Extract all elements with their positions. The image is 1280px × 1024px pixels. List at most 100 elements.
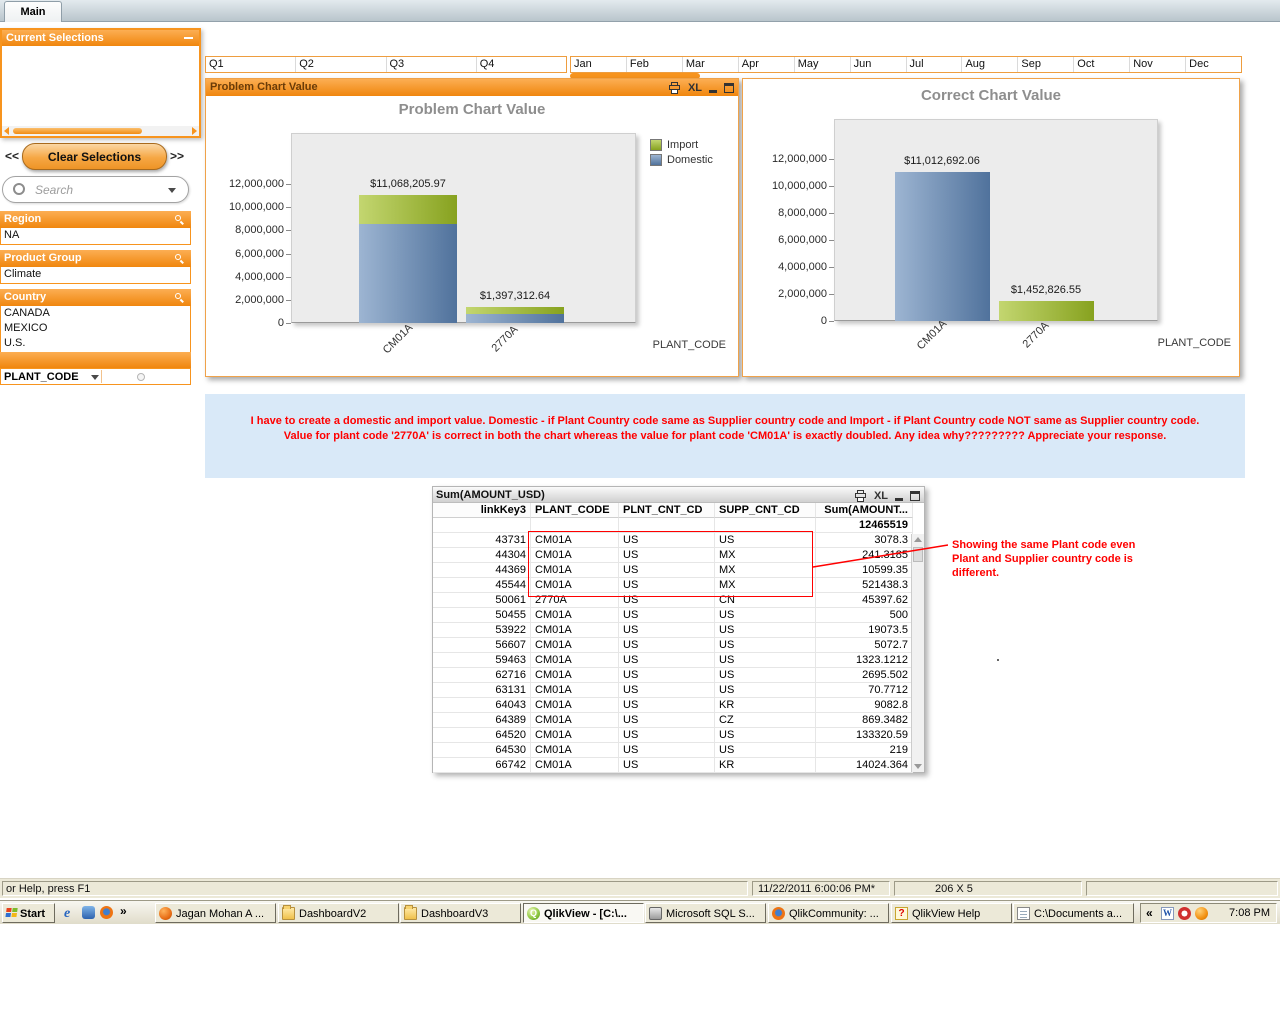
table-header-cell[interactable]: SUPP_CNT_CD [715, 503, 816, 518]
table-row-cell[interactable]: 133320.59 [816, 728, 913, 743]
bar-segment-cm01a-domestic[interactable] [359, 223, 457, 323]
scroll-down-arrow-icon[interactable] [914, 764, 922, 769]
table-row-cell[interactable]: US [619, 728, 715, 743]
table-header-cell[interactable]: PLANT_CODE [531, 503, 619, 518]
table-row-cell[interactable]: CM01A [531, 653, 619, 668]
table-row-cell[interactable]: MX [715, 563, 816, 578]
table-row-cell[interactable]: CM01A [531, 608, 619, 623]
taskbar-button-qlikview-help[interactable]: ? QlikView Help [891, 903, 1012, 923]
internet-explorer-icon[interactable]: e [64, 906, 71, 921]
media-player-icon[interactable] [82, 906, 95, 919]
minimize-icon[interactable] [184, 37, 193, 39]
quarter-cell-q4[interactable]: Q4 [479, 58, 495, 70]
bar-segment-2770a-import[interactable] [466, 306, 564, 314]
table-total-cell[interactable] [619, 518, 715, 533]
table-row-cell[interactable]: CM01A [531, 623, 619, 638]
bar-segment-2770a-value[interactable] [998, 301, 1094, 321]
table-row-cell[interactable]: KR [715, 758, 816, 773]
printer-icon[interactable] [668, 81, 681, 94]
bar-segment-2770a-domestic[interactable] [466, 313, 564, 323]
scroll-up-arrow-icon[interactable] [914, 537, 922, 542]
horizontal-scrollbar[interactable] [2, 126, 199, 136]
table-row-cell[interactable]: US [715, 653, 816, 668]
table-row-cell[interactable]: 50061 [433, 593, 531, 608]
table-row-cell[interactable]: US [619, 563, 715, 578]
current-selections-caption[interactable]: Current Selections [2, 30, 199, 46]
month-cell-sep[interactable]: Sep [1018, 57, 1075, 72]
table-row-cell[interactable]: 56607 [433, 638, 531, 653]
maximize-icon[interactable] [724, 82, 734, 93]
table-row-cell[interactable]: CM01A [531, 668, 619, 683]
clock-icon[interactable] [1178, 907, 1191, 920]
chevron-down-icon[interactable] [168, 188, 176, 193]
table-row-cell[interactable]: 2770A [531, 593, 619, 608]
month-cell-feb[interactable]: Feb [627, 57, 683, 72]
table-row-cell[interactable]: 44369 [433, 563, 531, 578]
table-row-cell[interactable]: US [715, 743, 816, 758]
table-row-cell[interactable]: 10599.35 [816, 563, 913, 578]
month-cell-nov[interactable]: Nov [1130, 57, 1187, 72]
table-row-cell[interactable]: CM01A [531, 578, 619, 593]
field-selector-plant-code[interactable]: PLANT_CODE [0, 368, 191, 385]
table-row-cell[interactable]: 63131 [433, 683, 531, 698]
table-header-cell[interactable]: PLNT_CNT_CD [619, 503, 715, 518]
table-row-cell[interactable]: 70.7712 [816, 683, 913, 698]
month-scrollbar-thumb[interactable] [570, 73, 700, 79]
word-icon[interactable]: W [1161, 907, 1174, 920]
minimize-icon[interactable] [895, 497, 903, 501]
table-row-cell[interactable]: 59463 [433, 653, 531, 668]
firefox-icon[interactable] [100, 906, 113, 919]
table-row-cell[interactable]: 44304 [433, 548, 531, 563]
table-row-cell[interactable]: US [619, 608, 715, 623]
taskbar-button-c-documents-a-[interactable]: C:\Documents a... [1013, 903, 1134, 923]
start-button[interactable]: Start [2, 903, 55, 923]
tab-main[interactable]: Main [4, 1, 62, 22]
search-icon[interactable] [175, 215, 181, 221]
table-row-cell[interactable]: 2695.502 [816, 668, 913, 683]
table-row-cell[interactable]: US [715, 638, 816, 653]
excel-icon[interactable]: XL [873, 489, 888, 502]
table-row-cell[interactable]: CM01A [531, 563, 619, 578]
listbox-value-climate[interactable]: Climate [4, 268, 42, 280]
listbox-value-mexico[interactable]: MEXICO [4, 322, 48, 334]
table-row-cell[interactable]: 869.3482 [816, 713, 913, 728]
quick-launch-overflow-chevron[interactable]: » [120, 904, 127, 918]
table-row-cell[interactable]: US [619, 578, 715, 593]
table-row-cell[interactable]: CM01A [531, 683, 619, 698]
month-cell-jun[interactable]: Jun [851, 57, 907, 72]
table-row-cell[interactable]: 64389 [433, 713, 531, 728]
month-cell-apr[interactable]: Apr [739, 57, 795, 72]
qlik-ball-icon[interactable] [1195, 907, 1208, 920]
quarter-cell-q1[interactable]: Q1 [206, 57, 297, 72]
table-row-cell[interactable]: CM01A [531, 713, 619, 728]
table-header-cell[interactable]: linkKey3 [433, 503, 531, 518]
table-row-cell[interactable]: US [619, 743, 715, 758]
table-row-cell[interactable]: 43731 [433, 533, 531, 548]
scroll-right-arrow-icon[interactable] [192, 127, 197, 135]
table-row-cell[interactable]: US [619, 698, 715, 713]
taskbar-button-microsoft-sql-s-[interactable]: Microsoft SQL S... [645, 903, 766, 923]
table-row-cell[interactable]: 66742 [433, 758, 531, 773]
table-row-cell[interactable]: 62716 [433, 668, 531, 683]
table-row-cell[interactable]: 19073.5 [816, 623, 913, 638]
taskbar-button-jagan-mohan-a-[interactable]: Jagan Mohan A ... [155, 903, 276, 923]
chevron-down-icon[interactable] [91, 375, 99, 380]
quarter-cell-q2[interactable]: Q2 [296, 57, 387, 72]
table-row-cell[interactable]: CM01A [531, 743, 619, 758]
excel-icon[interactable]: XL [687, 81, 702, 94]
table-row-cell[interactable]: US [715, 683, 816, 698]
table-row-cell[interactable]: CZ [715, 713, 816, 728]
table-row-cell[interactable]: CM01A [531, 698, 619, 713]
table-total-cell[interactable]: 12465519 [816, 518, 913, 533]
printer-icon[interactable] [854, 489, 867, 502]
table-row-cell[interactable]: 500 [816, 608, 913, 623]
table-total-cell[interactable] [715, 518, 816, 533]
table-row-cell[interactable]: US [715, 533, 816, 548]
table-row-cell[interactable]: US [715, 668, 816, 683]
table-row-cell[interactable]: CN [715, 593, 816, 608]
table-header-cell[interactable]: Sum(AMOUNT... [816, 503, 913, 518]
legend-item-import[interactable]: Import [650, 139, 730, 153]
minimize-icon[interactable] [709, 89, 717, 93]
month-cell-aug[interactable]: Aug [962, 57, 1019, 72]
table-row-cell[interactable]: 219 [816, 743, 913, 758]
